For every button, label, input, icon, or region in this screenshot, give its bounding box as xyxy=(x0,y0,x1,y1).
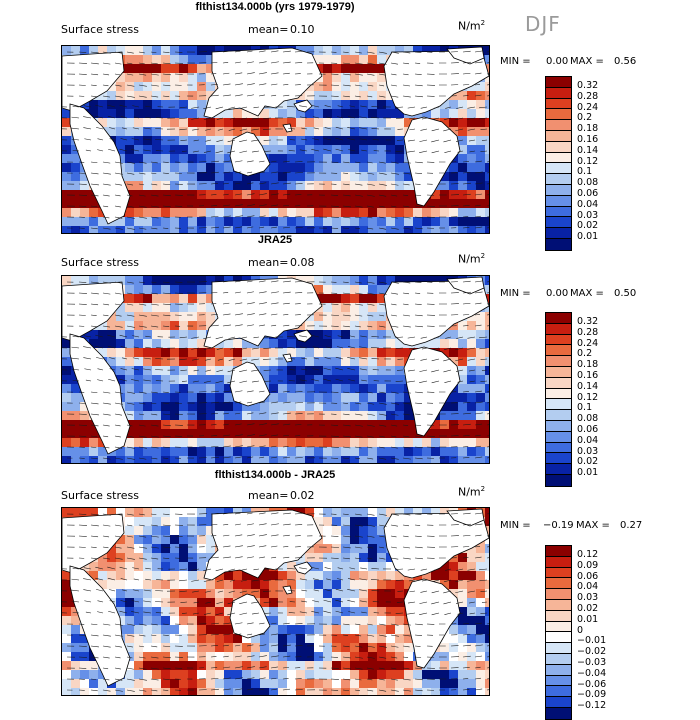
panel-1-colorbar-swatch xyxy=(546,174,571,185)
panel-3-colorbar-swatch xyxy=(546,622,571,633)
panel-2-colorbar-swatch xyxy=(546,345,571,356)
panel-2-colorbar-swatch xyxy=(546,367,571,378)
panel-3-colorbar-tick-label: 0.01 xyxy=(577,615,606,626)
panel-2-mean-value: 0.08 xyxy=(290,256,315,269)
panel-1-colorbar-swatch xyxy=(546,77,571,88)
panel-1-colorbar-swatch xyxy=(546,109,571,120)
panel-2-colorbar-tick-label: 0.28 xyxy=(577,328,598,339)
panel-1-colorbar-swatch xyxy=(546,153,571,164)
panel-1-colorbar-swatch xyxy=(546,163,571,174)
panel-2-colorbar-swatch xyxy=(546,421,571,432)
panel-3-map xyxy=(61,507,490,696)
panel-1-min-value: 0.00 xyxy=(546,56,568,67)
panel-3-units: N/m2 xyxy=(458,485,485,499)
panel-1-units: N/m2 xyxy=(458,19,485,33)
panel-2-map xyxy=(61,275,490,464)
panel-2-min-label: MIN = xyxy=(500,288,531,299)
panel-3-mean-value: 0.02 xyxy=(290,489,315,502)
panel-1-colorbar-swatch xyxy=(546,99,571,110)
panel-2-colorbar-swatch xyxy=(546,313,571,324)
panel-2-max-label: MAX = xyxy=(570,288,604,299)
panel-2-colorbar-swatch xyxy=(546,453,571,464)
panel-3-title: flthist134.000b - JRA25 xyxy=(0,469,550,481)
panel-3-max-value: 0.27 xyxy=(620,520,642,531)
panel-2-map-svg xyxy=(62,276,489,463)
panel-3-colorbar-swatch xyxy=(546,686,571,697)
panel-3-colorbar-swatch xyxy=(546,546,571,557)
panel-2-colorbar-swatch xyxy=(546,443,571,454)
panel-1-colorbar-swatch xyxy=(546,142,571,153)
panel-3-colorbar-swatch xyxy=(546,557,571,568)
panel-2-field-label: Surface stress xyxy=(61,256,139,269)
panel-1-title: flthist134.000b (yrs 1979-1979) xyxy=(0,1,550,13)
panel-1-colorbar-tick-label: 0.04 xyxy=(577,200,598,211)
panel-1-map-svg xyxy=(62,46,489,233)
panel-3-min-value: −0.19 xyxy=(543,520,574,531)
panel-2-colorbar-swatch xyxy=(546,335,571,346)
panel-3-colorbar-swatch xyxy=(546,708,571,719)
panel-3-colorbar-swatch xyxy=(546,654,571,665)
panel-2-units: N/m2 xyxy=(458,252,485,266)
panel-1-colorbar-tick-label: 0.01 xyxy=(577,232,598,243)
panel-3-colorbar-swatch xyxy=(546,578,571,589)
panel-2-colorbar-swatch xyxy=(546,432,571,443)
panel-1-colorbar-swatch xyxy=(546,131,571,142)
panel-1-colorbar-tick-label: 0.14 xyxy=(577,146,598,157)
panel-3-max-label: MAX = xyxy=(576,520,610,531)
panel-2-max-value: 0.50 xyxy=(614,288,636,299)
panel-1-colorbar-swatch xyxy=(546,88,571,99)
panel-2-colorbar-swatch xyxy=(546,399,571,410)
panel-2-colorbar-swatch xyxy=(546,378,571,389)
panel-1-colorbar-swatch xyxy=(546,196,571,207)
panel-3-colorbar-swatch xyxy=(546,589,571,600)
panel-3-colorbar-tick-label: −0.12 xyxy=(577,701,606,712)
panel-1-colorbar xyxy=(545,76,572,251)
panel-1-colorbar-swatch xyxy=(546,185,571,196)
panel-2-colorbar-tick-label: 0.14 xyxy=(577,382,598,393)
panel-1-max-label: MAX = xyxy=(570,56,604,67)
panel-1-colorbar-swatch xyxy=(546,217,571,228)
panel-3-colorbar-tick-label: −0.04 xyxy=(577,669,606,680)
panel-3-colorbar-swatch xyxy=(546,632,571,643)
panel-3-colorbar-swatch xyxy=(546,665,571,676)
panel-2-colorbar-swatch xyxy=(546,356,571,367)
panel-2-colorbar-swatch xyxy=(546,389,571,400)
panel-3-colorbar-swatch xyxy=(546,568,571,579)
panel-2-colorbar-swatch xyxy=(546,410,571,421)
panel-2-colorbar xyxy=(545,312,572,487)
panel-2-colorbar-tick-label: 0.04 xyxy=(577,436,598,447)
panel-1-colorbar-swatch xyxy=(546,120,571,131)
panel-3-field-label: Surface stress xyxy=(61,489,139,502)
panel-1-map xyxy=(61,45,490,234)
panel-3-colorbar-tick-label: 0.09 xyxy=(577,561,606,572)
panel-1-colorbar-tick-label: 0.28 xyxy=(577,92,598,103)
panel-3-colorbar xyxy=(545,545,572,720)
panel-3-map-svg xyxy=(62,508,489,695)
panel-3-colorbar-swatch xyxy=(546,643,571,654)
panel-3-colorbar-swatch xyxy=(546,600,571,611)
panel-3-colorbar-swatch xyxy=(546,697,571,708)
panel-3-colorbar-swatch xyxy=(546,676,571,687)
panel-1-field-label: Surface stress xyxy=(61,23,139,36)
panel-3-min-label: MIN = xyxy=(500,520,531,531)
panel-2-min-value: 0.00 xyxy=(546,288,568,299)
panel-3-mean-label: mean= xyxy=(248,489,288,502)
panel-2-colorbar-tick-label: 0.01 xyxy=(577,468,598,479)
panel-1-min-label: MIN = xyxy=(500,56,531,67)
panel-1-mean-value: 0.10 xyxy=(290,23,315,36)
panel-1-colorbar-swatch xyxy=(546,207,571,218)
panel-2-mean-label: mean= xyxy=(248,256,288,269)
panel-3-colorbar-swatch xyxy=(546,611,571,622)
panel-1-mean-label: mean= xyxy=(248,23,288,36)
season-label: DJF xyxy=(525,12,561,36)
panel-2-colorbar-swatch xyxy=(546,324,571,335)
panel-2-title: JRA25 xyxy=(0,234,550,246)
panel-1-max-value: 0.56 xyxy=(614,56,636,67)
